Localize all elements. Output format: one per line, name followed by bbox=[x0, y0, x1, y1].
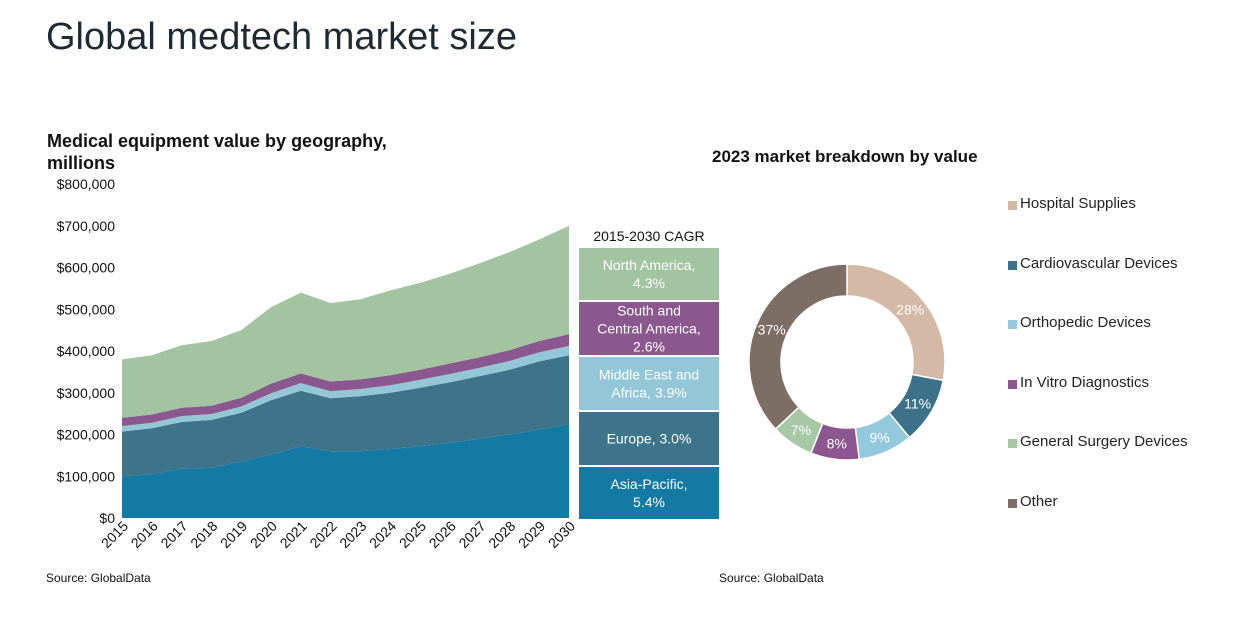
page-title: Global medtech market size bbox=[46, 16, 517, 58]
cagr-header: 2015-2030 CAGR bbox=[593, 228, 704, 244]
donut-slice-label: 37% bbox=[758, 321, 786, 337]
x-tick-label: 2028 bbox=[485, 518, 518, 551]
cagr-box bbox=[579, 412, 719, 465]
donut-slice-label: 28% bbox=[896, 302, 924, 318]
legend-item: Cardiovascular Devices bbox=[1008, 255, 1188, 315]
donut-slice-label: 9% bbox=[869, 429, 889, 445]
x-tick-label: 2016 bbox=[128, 518, 161, 551]
x-tick-label: 2027 bbox=[455, 518, 488, 551]
legend-item: In Vitro Diagnostics bbox=[1008, 374, 1188, 434]
cagr-label: South and Central America, 2.6% bbox=[597, 303, 700, 355]
x-tick-label: 2022 bbox=[306, 518, 339, 551]
cagr-label: North America, 4.3% bbox=[603, 257, 696, 291]
x-tick-label: 2025 bbox=[396, 518, 429, 551]
cagr-label: Europe, 3.0% bbox=[607, 431, 692, 447]
y-tick-label: $700,000 bbox=[57, 218, 116, 234]
donut-legend: Hospital Supplies Cardiovascular Devices O… bbox=[1008, 195, 1188, 552]
legend-label: In Vitro Diagnostics bbox=[1020, 373, 1149, 391]
y-tick-label: $0 bbox=[99, 510, 115, 526]
legend-label: General Surgery Devices bbox=[1020, 433, 1188, 450]
x-tick-label: 2018 bbox=[187, 518, 220, 551]
donut-slice-label: 11% bbox=[904, 396, 931, 412]
y-tick-label: $400,000 bbox=[57, 343, 116, 359]
area-series-5 bbox=[122, 225, 569, 418]
legend-swatch bbox=[1008, 201, 1017, 210]
donut-slice-label: 8% bbox=[827, 435, 847, 451]
legend-item: General Surgery Devices bbox=[1008, 433, 1188, 493]
x-tick-label: 2030 bbox=[545, 518, 578, 551]
legend-swatch bbox=[1008, 439, 1017, 448]
y-tick-label: $300,000 bbox=[57, 385, 116, 401]
legend-label: Other bbox=[1020, 492, 1058, 510]
cagr-box bbox=[579, 357, 719, 410]
x-tick-label: 2017 bbox=[157, 518, 190, 551]
legend-label: Cardiovascular Devices bbox=[1020, 254, 1178, 272]
legend-swatch bbox=[1008, 320, 1017, 329]
x-tick-label: 2029 bbox=[515, 518, 548, 551]
source-note-right: Source: GlobalData bbox=[719, 571, 824, 585]
x-tick-label: 2026 bbox=[426, 518, 459, 551]
legend-item: Hospital Supplies bbox=[1008, 195, 1188, 255]
legend-swatch bbox=[1008, 498, 1017, 508]
cagr-box bbox=[579, 248, 719, 300]
area-chart-title: Medical equipment value by geography, mi… bbox=[47, 131, 387, 173]
donut-chart-title: 2023 market breakdown by value bbox=[712, 147, 978, 166]
legend-label: Hospital Supplies bbox=[1020, 195, 1136, 212]
cagr-box bbox=[579, 302, 719, 355]
legend-swatch bbox=[1008, 260, 1017, 270]
legend-label: Orthopedic Devices bbox=[1020, 314, 1151, 331]
legend-item: Other bbox=[1008, 493, 1188, 553]
y-tick-label: $100,000 bbox=[57, 468, 116, 484]
area-series-2 bbox=[122, 355, 569, 477]
source-note-left: Source: GlobalData bbox=[46, 571, 151, 585]
y-tick-label: $200,000 bbox=[57, 427, 116, 443]
donut-slice bbox=[846, 263, 946, 382]
area-series-1 bbox=[122, 424, 569, 518]
x-tick-label: 2019 bbox=[217, 518, 250, 551]
cagr-label: Middle East and Africa, 3.9% bbox=[599, 367, 699, 401]
y-tick-label: $600,000 bbox=[57, 260, 116, 276]
legend-swatch bbox=[1008, 379, 1017, 389]
y-tick-label: $800,000 bbox=[57, 176, 116, 192]
donut-slice bbox=[748, 263, 848, 431]
x-tick-label: 2024 bbox=[366, 518, 399, 551]
cagr-box bbox=[579, 467, 719, 519]
area-series-4 bbox=[122, 334, 569, 427]
x-tick-label: 2021 bbox=[277, 518, 310, 551]
x-tick-label: 2023 bbox=[336, 518, 369, 551]
y-tick-label: $500,000 bbox=[57, 301, 116, 317]
x-tick-label: 2020 bbox=[247, 518, 280, 551]
legend-item: Orthopedic Devices bbox=[1008, 314, 1188, 374]
donut-slice-label: 7% bbox=[791, 422, 811, 438]
area-series-3 bbox=[122, 346, 569, 432]
cagr-label: Asia-Pacific, 5.4% bbox=[610, 476, 687, 510]
